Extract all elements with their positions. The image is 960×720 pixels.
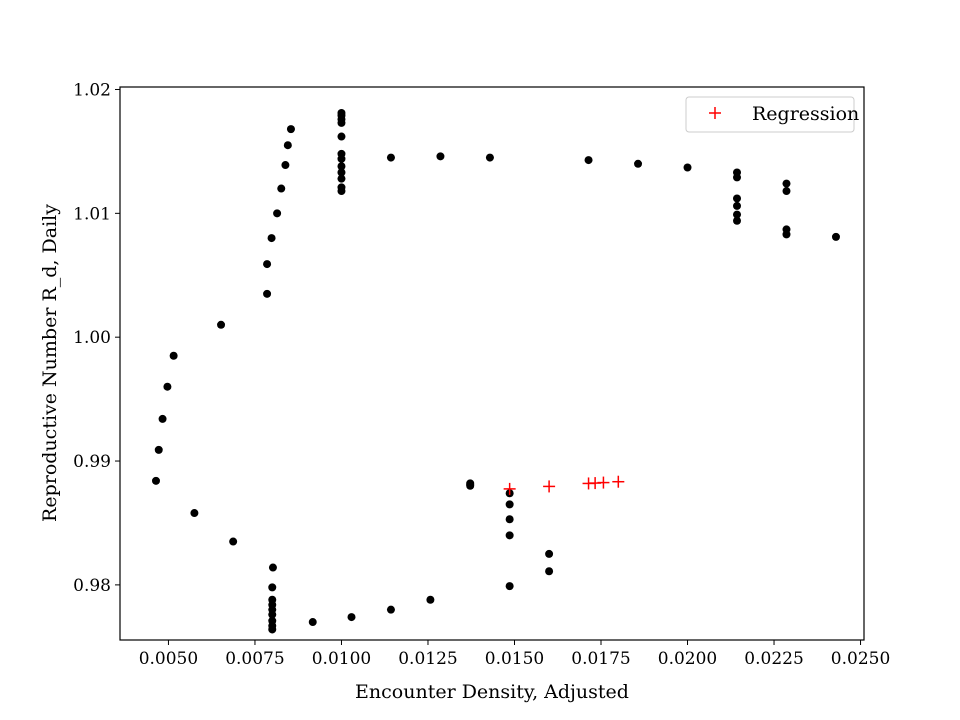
regression-point (543, 480, 556, 493)
data-point (268, 563, 277, 572)
x-tick-label: 0.0225 (744, 649, 803, 669)
regression-point (597, 476, 610, 489)
data-point (347, 613, 356, 622)
data-point (634, 159, 643, 168)
y-tick-label: 1.02 (73, 80, 111, 100)
legend-box (685, 96, 855, 133)
data-point (286, 125, 295, 134)
data-point (782, 230, 791, 239)
y-tick-label: 1.01 (73, 204, 111, 224)
x-tick-label: 0.0250 (831, 649, 890, 669)
data-point (268, 625, 277, 634)
legend-marker-regression (709, 107, 721, 119)
data-point (277, 184, 286, 193)
data-point (267, 234, 276, 243)
x-tick-label: 0.0175 (571, 649, 630, 669)
data-point (733, 210, 742, 219)
data-point (337, 132, 346, 141)
x-tick-label: 0.0150 (485, 649, 544, 669)
ticks-layer: 0.0050 0.0075 0.0100 0.0125 0.0150 0.0175 0.02… (73, 80, 890, 669)
data-point (263, 289, 272, 298)
data-point (505, 531, 514, 540)
points-layer (151, 109, 840, 634)
data-point (733, 216, 742, 225)
data-point (217, 320, 226, 329)
data-point (190, 509, 199, 518)
data-point (733, 201, 742, 210)
data-point (337, 162, 346, 171)
data-point (831, 232, 840, 241)
data-point (505, 515, 514, 524)
data-point (273, 209, 282, 218)
data-point (584, 156, 593, 165)
data-point (466, 481, 475, 490)
data-point (337, 174, 346, 183)
data-point (151, 476, 160, 485)
y-tick-label: 1.00 (73, 328, 111, 348)
x-tick-label: 0.0075 (225, 649, 284, 669)
legend: Regression (685, 96, 859, 133)
plot-frame (119, 86, 865, 641)
data-point (337, 168, 346, 177)
x-tick-label: 0.0050 (139, 649, 198, 669)
data-point (545, 549, 554, 558)
data-point (733, 194, 742, 203)
data-point (683, 163, 692, 172)
data-point (733, 173, 742, 182)
data-point (163, 382, 172, 391)
data-point (283, 141, 292, 150)
y-axis-label: Reproductive Number R_d, Daily (39, 204, 61, 522)
data-point (386, 153, 395, 162)
data-point (154, 445, 163, 454)
plot-area (120, 87, 864, 640)
data-point (169, 351, 178, 360)
x-tick-label: 0.0100 (312, 649, 371, 669)
data-point (268, 583, 277, 592)
x-tick-label: 0.0125 (398, 649, 457, 669)
data-point (436, 152, 445, 161)
data-point (268, 610, 277, 619)
x-tick-label: 0.0200 (658, 649, 717, 669)
data-point (308, 618, 317, 627)
regression-point (612, 475, 625, 488)
data-point (386, 605, 395, 614)
y-tick-label: 0.98 (73, 576, 111, 596)
legend-plus-marker (709, 107, 721, 119)
data-point (337, 118, 346, 127)
data-point (337, 154, 346, 163)
data-point (782, 179, 791, 188)
legend-label-regression: Regression (752, 103, 859, 125)
data-point (281, 161, 290, 170)
data-point (782, 187, 791, 196)
data-point (263, 260, 272, 269)
regression-point (503, 482, 516, 495)
data-point (485, 153, 494, 162)
y-tick-label: 0.99 (73, 452, 111, 472)
data-point (505, 582, 514, 591)
data-point (158, 414, 167, 423)
x-axis-label: Encounter Density, Adjusted (355, 681, 629, 703)
data-point (505, 500, 514, 509)
data-point (545, 567, 554, 576)
data-point (229, 537, 238, 546)
data-point (426, 595, 435, 604)
data-point (337, 187, 346, 196)
